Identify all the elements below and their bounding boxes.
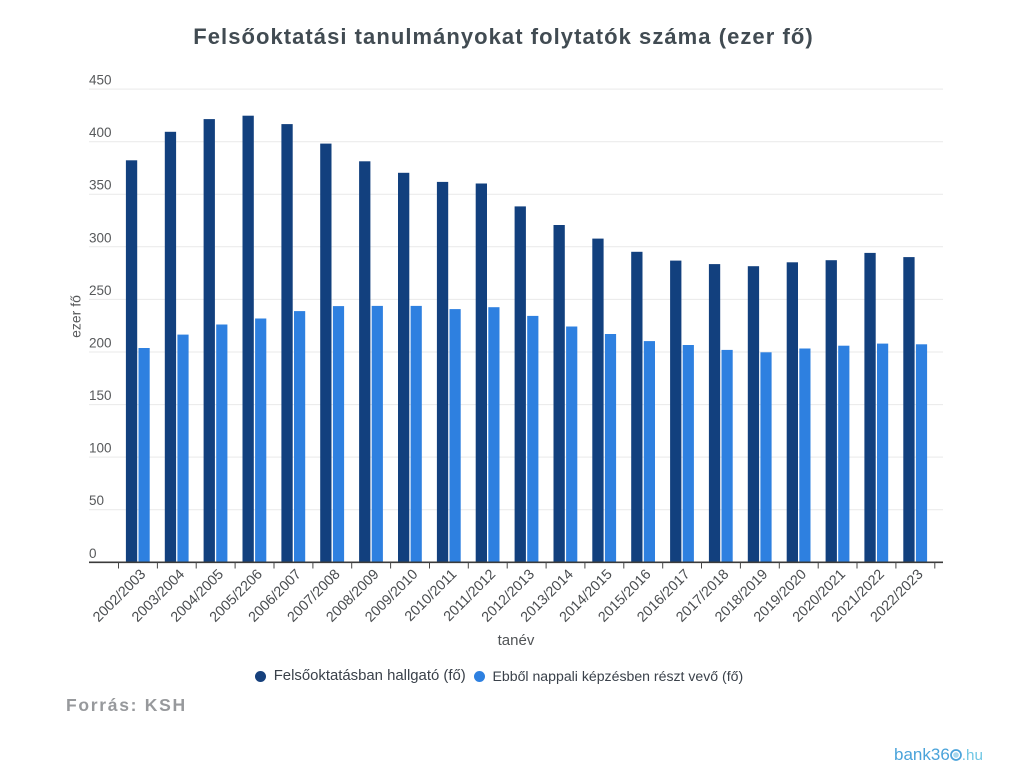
svg-text:250: 250: [89, 283, 112, 298]
svg-text:150: 150: [89, 388, 112, 403]
svg-text:100: 100: [89, 441, 112, 456]
svg-text:tanév: tanév: [498, 632, 535, 649]
svg-text:50: 50: [89, 493, 104, 508]
svg-text:350: 350: [89, 178, 112, 193]
svg-text:0: 0: [89, 546, 97, 561]
svg-text:300: 300: [89, 230, 112, 245]
svg-text:ezer fő: ezer fő: [68, 295, 84, 338]
svg-text:200: 200: [89, 336, 112, 351]
svg-text:450: 450: [89, 73, 112, 88]
svg-text:400: 400: [89, 125, 112, 140]
